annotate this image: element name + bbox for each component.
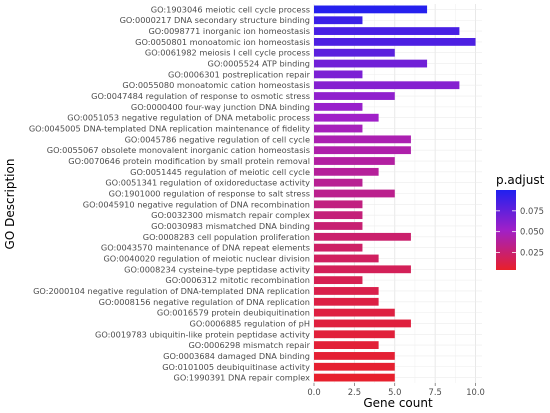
legend-tick-label: 0.025 (520, 248, 544, 258)
bar (314, 189, 395, 198)
bar (314, 38, 476, 46)
y-tick-label: GO:0101005 deubiquitinase activity (162, 362, 310, 372)
y-tick-label: GO:0003684 damaged DNA binding (163, 351, 310, 361)
x-axis: 0.0 2.5 5.0 7.5 10.0 (307, 383, 485, 397)
bar (314, 16, 363, 25)
bar (314, 254, 379, 263)
bar (314, 341, 379, 349)
y-tick-label: GO:0006301 postreplication repair (168, 69, 311, 79)
bar (314, 5, 428, 14)
bar (314, 146, 411, 155)
bar (314, 92, 395, 100)
y-tick-label: GO:0006298 mismatch repair (188, 340, 310, 350)
y-tick-label: GO:0040020 regulation of meiotic nuclear… (103, 253, 310, 263)
bar (314, 308, 395, 317)
bar (314, 276, 363, 285)
y-tick-label: GO:0055080 monoatomic cation homeostasis (122, 80, 310, 90)
y-tick-label: GO:0008156 negative regulation of DNA re… (99, 297, 310, 307)
y-tick-label: GO:0045786 negative regulation of cell c… (125, 134, 310, 144)
bar (314, 70, 363, 79)
y-tick-label: GO:0051445 regulation of meiotic cell cy… (130, 167, 310, 177)
bar (314, 124, 363, 133)
y-tick-label: GO:0005524 ATP binding (208, 59, 311, 69)
bar (314, 352, 395, 360)
x-axis-title: Gene count (363, 396, 433, 410)
y-tick-label: GO:0047484 regulation of response to osm… (91, 91, 310, 101)
y-tick-label: GO:0016579 protein deubiquitination (157, 308, 310, 318)
y-axis-title: GO Description (3, 159, 17, 250)
bar (314, 167, 379, 176)
y-tick-label: GO:0098771 inorganic ion homeostasis (148, 26, 310, 36)
y-tick-label: GO:1901000 regulation of response to sal… (109, 189, 310, 199)
bar (314, 243, 363, 252)
bar (314, 362, 395, 371)
y-tick-label: GO:0006312 mitotic recombination (165, 275, 310, 285)
legend-tick-label: 0.075 (520, 206, 544, 216)
bar (314, 200, 363, 209)
y-tick-label: GO:0051053 negative regulation of DNA me… (67, 113, 310, 123)
y-tick-label: GO:0061982 meiosis I cell cycle process (145, 48, 310, 58)
y-tick-label: GO:0030983 mismatched DNA binding (151, 221, 310, 231)
y-tick-label: GO:0000400 four-way junction DNA binding (131, 102, 310, 112)
bar (314, 157, 395, 165)
bar (314, 178, 363, 187)
y-tick-label: GO:0008234 cysteine-type peptidase activ… (124, 264, 310, 274)
y-tick-label: GO:0050801 monoatomic ion homeostasis (135, 37, 310, 47)
y-tick-label: GO:0006885 regulation of pH (189, 318, 310, 328)
bar (314, 319, 411, 328)
bar (314, 135, 411, 144)
y-tick-label: GO:2000104 negative regulation of DNA-te… (33, 286, 310, 296)
bar (314, 222, 363, 230)
legend-tick-label: 0.050 (520, 227, 544, 237)
bar (314, 287, 379, 295)
x-tick-label: 10.0 (466, 387, 485, 397)
y-tick-label: GO:1990391 DNA repair complex (174, 373, 311, 383)
legend-title: p.adjust (496, 173, 545, 187)
y-tick-labels: GO:1903046 meiotic cell cycle processGO:… (29, 4, 311, 382)
bar (314, 211, 363, 220)
bar (314, 373, 395, 382)
x-tick-label: 7.5 (428, 387, 441, 397)
bar (314, 48, 395, 57)
y-tick-label: GO:0055067 obsolete monovalent inorganic… (47, 145, 310, 155)
y-tick-label: GO:0045005 DNA-templated DNA replication… (29, 124, 310, 134)
bar (314, 27, 460, 35)
bar (314, 59, 428, 68)
y-tick-label: GO:1903046 meiotic cell cycle process (151, 4, 310, 14)
y-tick-label: GO:0051341 regulation of oxidoreductase … (105, 178, 310, 188)
y-tick-label: GO:0019783 ubiquitin-like protein peptid… (95, 329, 310, 339)
y-tick-label: GO:0070646 protein modification by small… (68, 156, 310, 166)
y-tick-label: GO:0043570 maintenance of DNA repeat ele… (101, 243, 310, 253)
y-tick-label: GO:0045910 negative regulation of DNA re… (83, 199, 310, 209)
bar (314, 102, 363, 111)
y-tick-label: GO:0032300 mismatch repair complex (151, 210, 310, 220)
x-tick-label: 5.0 (388, 387, 401, 397)
bar (314, 81, 460, 90)
bar (314, 265, 411, 274)
y-tick-label: GO:0008283 cell population proliferation (143, 232, 310, 242)
x-tick-label: 2.5 (348, 387, 361, 397)
bar (314, 330, 395, 339)
y-tick-label: GO:0000217 DNA secondary structure bindi… (120, 15, 310, 25)
legend-colorbar (496, 190, 516, 270)
x-tick-label: 0.0 (307, 387, 320, 397)
bar (314, 232, 411, 241)
bar (314, 113, 379, 122)
bar (314, 297, 379, 306)
bars (314, 5, 476, 382)
